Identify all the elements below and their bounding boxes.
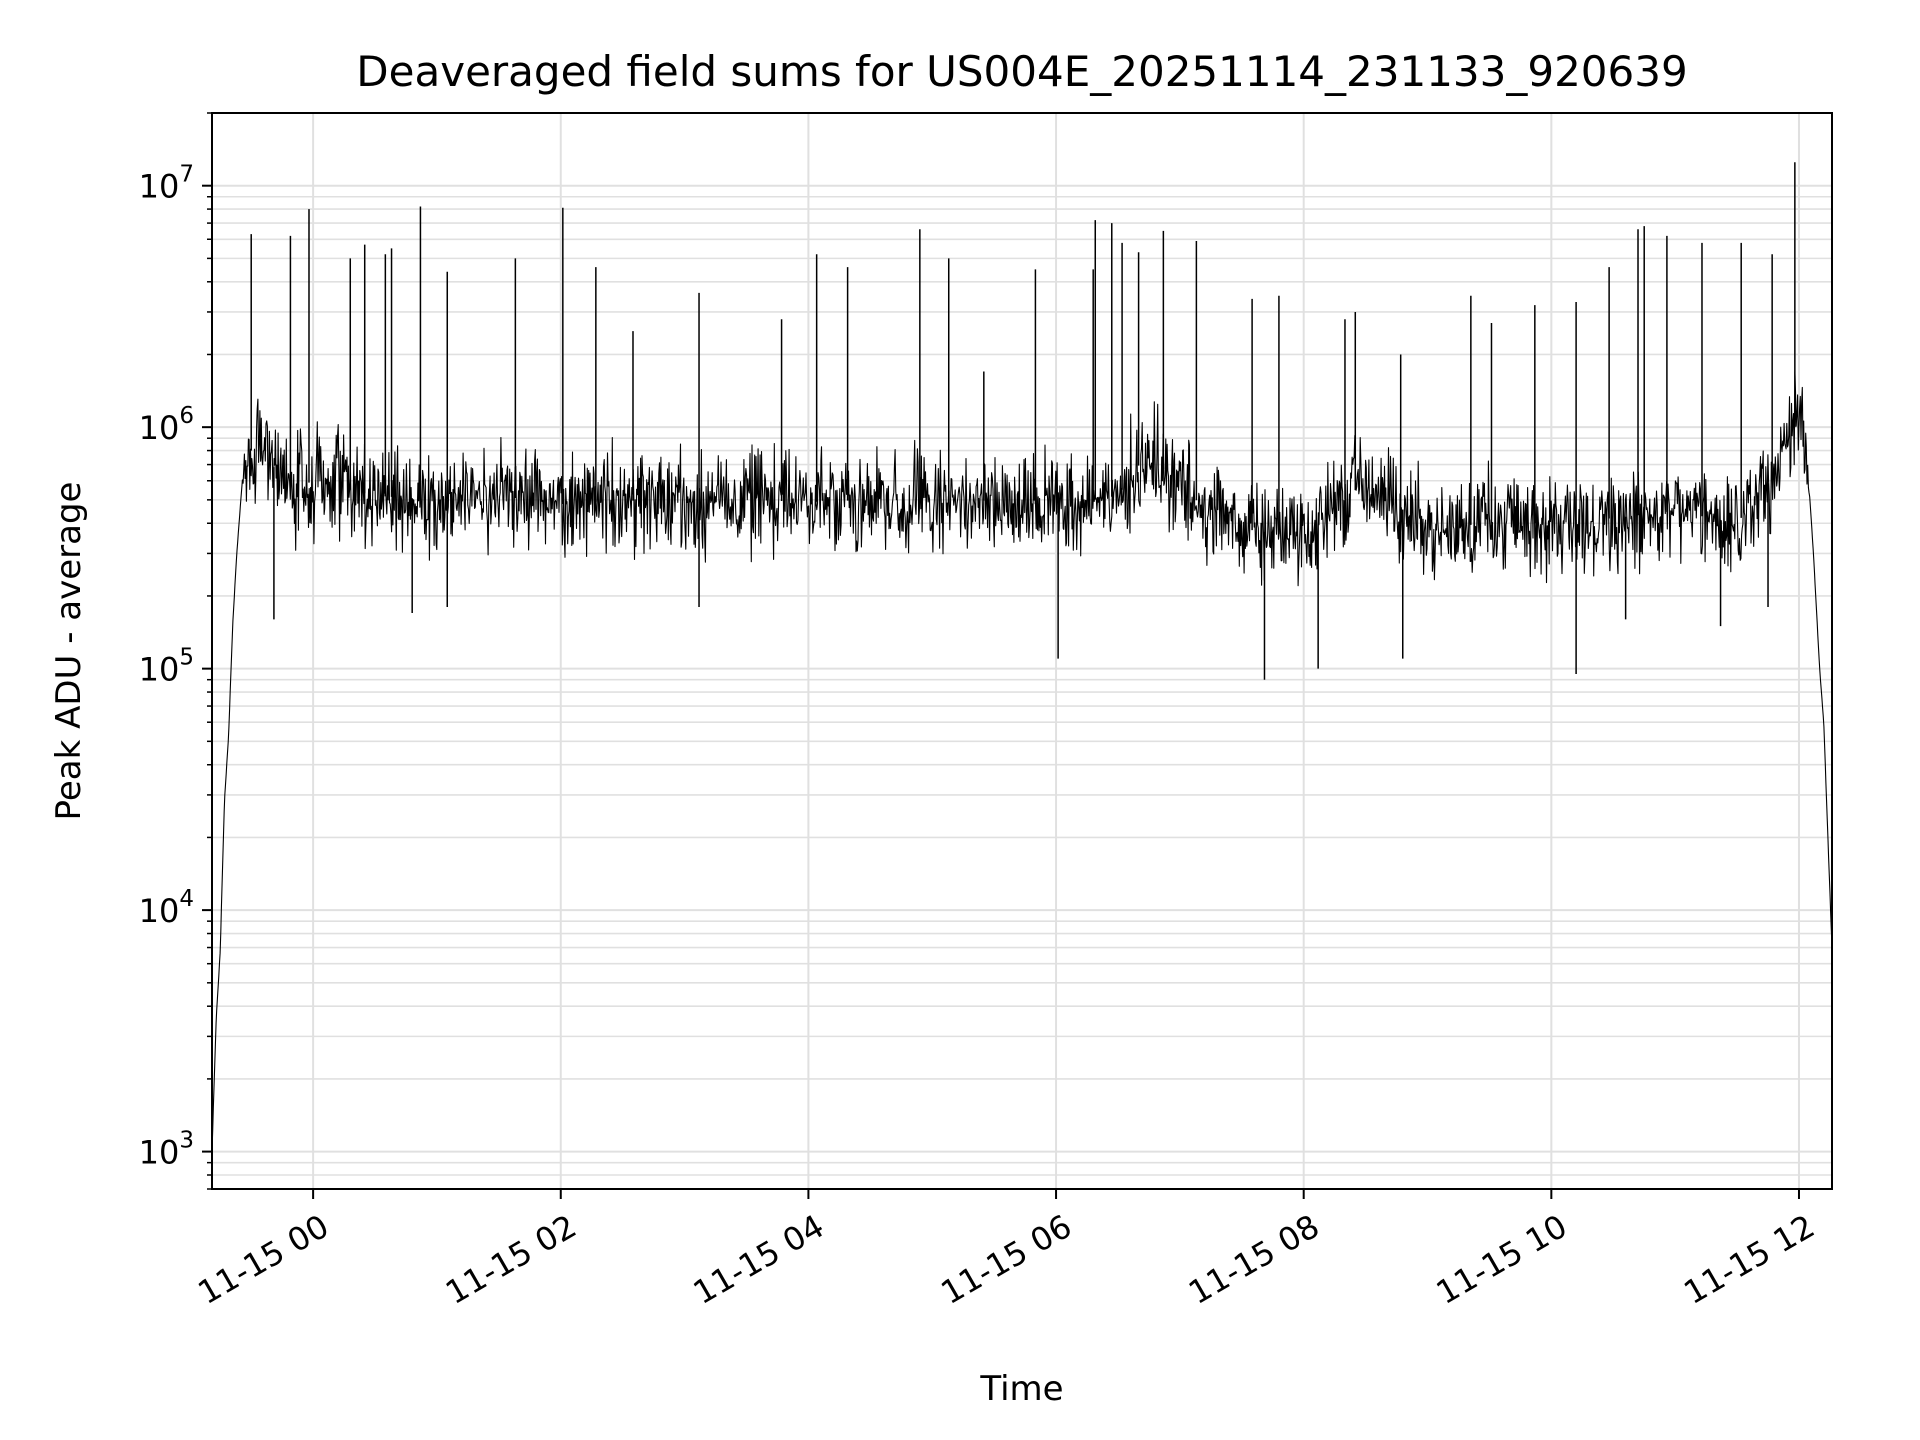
- y-axis-title: Peak ADU - average: [49, 482, 89, 821]
- plot-frame: [211, 112, 1833, 1190]
- y-tick-label: 105: [139, 645, 194, 689]
- x-axis-title: Time: [979, 1369, 1063, 1409]
- data-layer: [211, 162, 1833, 1152]
- chart-title: Deaveraged field sums for US004E_2025111…: [356, 47, 1687, 96]
- y-tick-label: 107: [139, 162, 194, 206]
- y-tick-label: 106: [139, 403, 194, 447]
- y-tick-label: 103: [139, 1128, 194, 1172]
- data-line: [211, 371, 1833, 1152]
- y-tick-label: 104: [139, 886, 194, 930]
